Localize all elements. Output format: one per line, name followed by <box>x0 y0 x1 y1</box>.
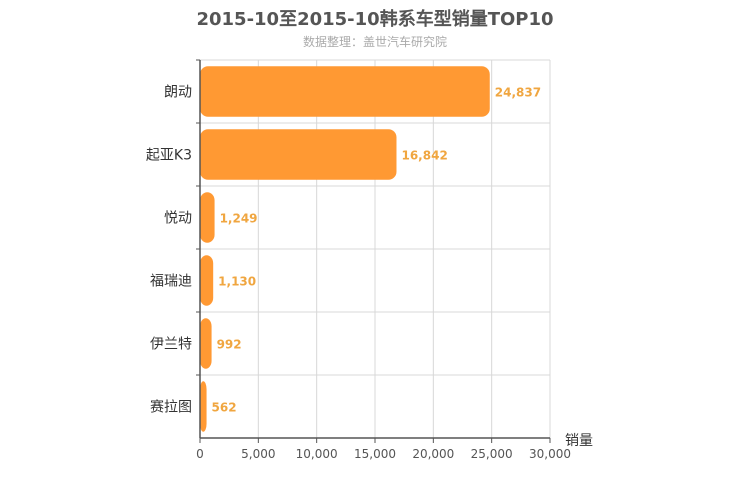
data-label: 24,837 <box>495 86 541 100</box>
x-tick-label: 15,000 <box>354 447 396 461</box>
value-axis-label: 销量 <box>565 433 593 449</box>
bar <box>200 66 490 117</box>
x-tick-label: 5,000 <box>241 447 275 461</box>
data-label: 16,842 <box>401 149 447 163</box>
chart-subtitle: 数据整理：盖世汽车研究院 <box>302 35 447 49</box>
chart-title: 2015-10至2015-10韩系车型销量TOP10 <box>196 9 554 30</box>
x-tick-label: 10,000 <box>296 447 338 461</box>
bar <box>200 381 207 432</box>
bar <box>200 255 214 306</box>
bar <box>200 318 212 369</box>
x-tick-label: 30,000 <box>529 447 571 461</box>
x-tick-label: 20,000 <box>412 447 454 461</box>
category-label: 福瑞迪 <box>150 274 192 290</box>
bars-group: 24,837 16,842 1,249 1,130 992 562 <box>200 66 541 432</box>
data-label: 562 <box>212 401 237 415</box>
bar <box>200 129 397 180</box>
category-label: 赛拉图 <box>150 400 192 416</box>
category-label: 悦动 <box>164 211 192 227</box>
x-tick-label: 0 <box>196 447 204 461</box>
x-tick-label: 25,000 <box>471 447 513 461</box>
category-label: 伊兰特 <box>150 337 192 353</box>
category-label: 起亚K3 <box>146 148 192 164</box>
data-label: 1,249 <box>220 212 258 226</box>
bar <box>200 192 215 243</box>
grid-lines <box>200 59 551 438</box>
data-label: 992 <box>217 338 242 352</box>
data-label: 1,130 <box>218 275 256 289</box>
category-label: 朗动 <box>164 85 192 101</box>
